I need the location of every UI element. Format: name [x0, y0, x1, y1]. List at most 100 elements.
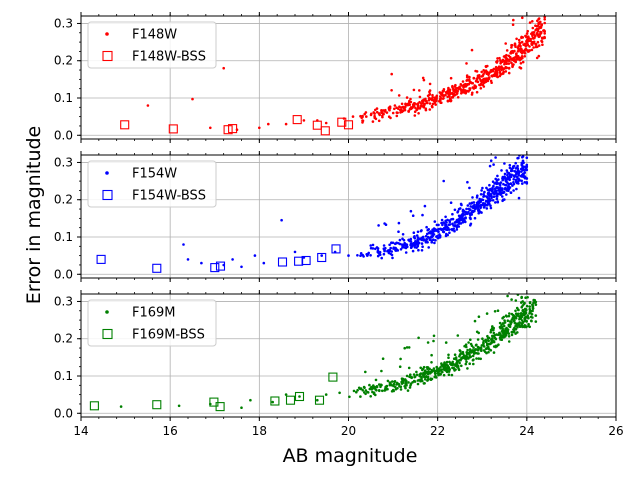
data-point: [435, 97, 438, 100]
data-point: [422, 238, 426, 241]
data-point: [472, 346, 475, 349]
data-point: [543, 35, 546, 39]
data-point: [428, 108, 432, 111]
data-point: [483, 71, 486, 74]
data-point: [513, 284, 516, 287]
data-point: [441, 89, 445, 93]
data-point: [471, 86, 475, 89]
data-point: [511, 49, 514, 53]
data-point: [531, 306, 535, 310]
data-point: [448, 90, 451, 94]
data-point: [437, 373, 440, 377]
data-point: [514, 332, 517, 335]
data-point: [543, 16, 546, 19]
data-point: [470, 213, 474, 216]
data-point: [491, 75, 494, 78]
data-point: [436, 369, 439, 373]
data-point: [491, 180, 495, 183]
data-point: [450, 228, 454, 231]
data-point: [439, 366, 442, 369]
data-point: [520, 296, 523, 300]
data-point: [385, 111, 389, 114]
data-point: [492, 339, 495, 343]
data-point: [425, 370, 428, 374]
legend-box: [87, 160, 217, 208]
data-point: [492, 331, 496, 335]
data-point: [501, 195, 504, 198]
data-point: [457, 214, 461, 218]
data-point: [479, 193, 483, 196]
data-point: [399, 108, 402, 112]
data-point: [415, 246, 418, 249]
data-point: [504, 59, 508, 62]
data-point: [465, 75, 469, 79]
data-point: [505, 193, 508, 196]
y-tick-label: 0.3: [54, 294, 73, 308]
data-point: [497, 178, 500, 181]
data-point: [409, 246, 413, 249]
data-point: [534, 300, 538, 304]
data-point: [466, 83, 469, 87]
bss-marker: [294, 391, 305, 402]
data-point: [427, 228, 431, 231]
data-point: [502, 315, 506, 319]
data-point: [418, 107, 422, 110]
data-point: [521, 60, 525, 64]
data-point: [442, 97, 445, 100]
data-point: [393, 104, 397, 107]
data-point: [405, 96, 409, 99]
data-point: [514, 299, 518, 302]
data-point: [428, 89, 432, 92]
data-point: [472, 362, 475, 366]
data-point: [534, 303, 538, 306]
y-tick-label: 0.2: [54, 54, 73, 68]
bss-marker: [312, 120, 322, 130]
data-point: [413, 375, 417, 378]
data-point: [356, 254, 359, 257]
data-point: [409, 106, 413, 109]
data-point: [523, 316, 526, 320]
data-point: [527, 316, 530, 320]
data-point: [361, 119, 364, 122]
data-point: [393, 380, 397, 383]
data-point: [522, 175, 526, 179]
data-point: [527, 0, 530, 1]
data-point: [448, 368, 452, 371]
data-point: [408, 375, 411, 379]
data-point: [498, 191, 502, 195]
panels: 0.0 0.1 0.2 0.3 F148W F148W-BSS 0.0 0.1 0.2 0.3 F1…: [54, 0, 624, 438]
data-point: [401, 233, 405, 236]
data-point: [520, 323, 524, 327]
data-point: [284, 122, 288, 126]
data-point: [525, 182, 529, 185]
data-point: [405, 374, 409, 378]
data-point: [517, 182, 520, 185]
data-point: [510, 168, 513, 172]
y-axis-label: Error in magnitude: [23, 126, 45, 305]
data-point: [505, 62, 509, 65]
data-point: [453, 229, 456, 233]
data-point: [466, 180, 469, 184]
data-point: [444, 223, 448, 227]
data-point: [482, 206, 486, 209]
data-point: [541, 37, 544, 40]
data-point: [521, 166, 524, 170]
data-point: [409, 237, 413, 241]
data-point: [484, 199, 488, 203]
data-point: [284, 393, 288, 396]
data-point: [382, 244, 386, 247]
legend: F148W F148W-BSS: [87, 21, 217, 69]
data-point: [389, 116, 392, 120]
data-point: [528, 305, 531, 308]
data-point: [412, 88, 416, 92]
data-point: [536, 33, 540, 37]
data-point: [494, 71, 497, 74]
plot-area: [96, 155, 529, 273]
data-point: [393, 107, 396, 111]
data-point: [418, 95, 422, 99]
data-point: [416, 382, 420, 386]
data-point: [404, 103, 407, 106]
data-point: [430, 353, 433, 357]
data-point: [536, 45, 539, 49]
legend-label: F148W: [132, 28, 177, 43]
